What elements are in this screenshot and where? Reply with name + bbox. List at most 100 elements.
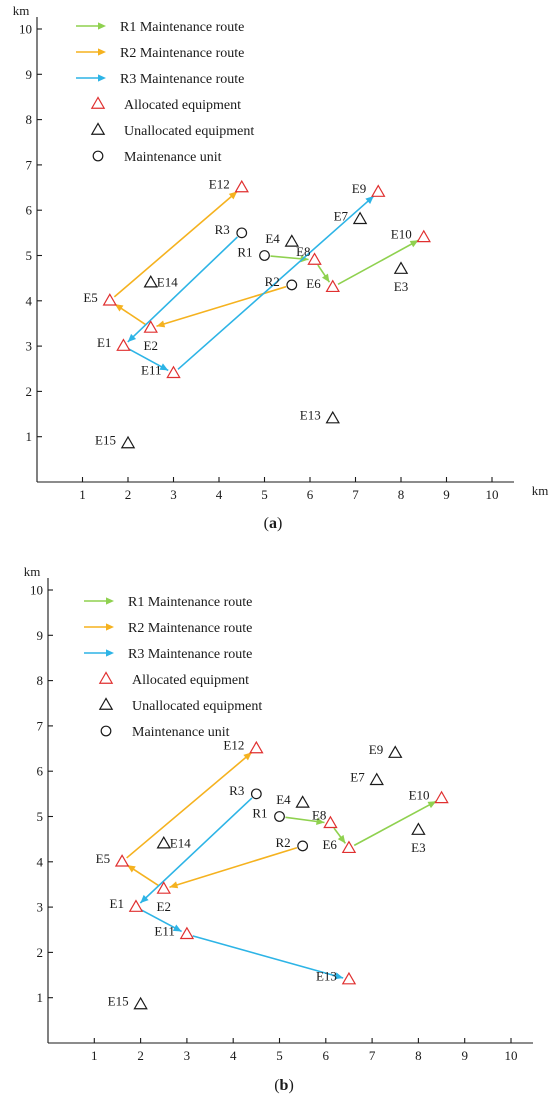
x-tick-label: 3 [184, 1048, 191, 1063]
equipment-label: E1 [110, 896, 124, 911]
maintenance-unit-marker [236, 227, 248, 239]
legend-arrowhead [98, 22, 106, 30]
legend-label: R1 Maintenance route [120, 20, 244, 35]
equipment-label: E9 [369, 742, 383, 757]
equipment-label: E10 [409, 787, 430, 802]
equipment-label: E15 [108, 993, 129, 1008]
allocated-equipment-marker [341, 840, 357, 854]
y-tick-label: 6 [26, 203, 33, 218]
route-arrowhead [172, 924, 182, 932]
allocated-equipment-marker [249, 740, 264, 754]
allocated-equipment-marker [114, 854, 130, 867]
y-tick-label: 9 [37, 628, 44, 643]
legend-triangle-icon [98, 671, 114, 684]
legend-label: Maintenance unit [132, 725, 230, 740]
legend-arrowhead [98, 48, 106, 56]
unallocated-equipment-marker [156, 835, 171, 849]
legend-triangle-icon [90, 122, 106, 135]
route-segment [139, 797, 253, 904]
x-tick-label: 5 [261, 487, 268, 502]
legend-arrowhead [106, 597, 114, 605]
equipment-label: E12 [223, 738, 244, 753]
legend-label: Unallocated equipment [124, 124, 254, 139]
legend-label: R1 Maintenance route [128, 595, 252, 610]
route-arrowhead [337, 834, 346, 844]
y-tick-label: 5 [37, 809, 44, 824]
equipment-label: E6 [322, 837, 337, 852]
legend-label: Allocated equipment [124, 98, 241, 113]
legend-label: Allocated equipment [132, 673, 249, 688]
y-tick-label: 10 [30, 583, 43, 598]
y-tick-label: 7 [26, 157, 33, 172]
y-tick-label: 1 [37, 990, 44, 1005]
route-arrowhead [409, 240, 419, 248]
x-tick-label: 1 [91, 1048, 98, 1063]
maintenance-unit-label: R3 [229, 783, 244, 798]
equipment-label: E11 [141, 362, 161, 377]
legend-label: Unallocated equipment [132, 699, 262, 714]
equipment-label: E2 [144, 338, 158, 353]
unallocated-equipment-marker [325, 410, 340, 424]
route-arrowhead [300, 255, 309, 263]
route-segment [177, 195, 375, 370]
y-tick-label: 2 [37, 945, 44, 960]
equipment-label: E5 [83, 290, 97, 305]
y-unit-label: km [13, 3, 30, 18]
allocated-equipment-marker [307, 252, 322, 265]
route-arrowhead [169, 881, 179, 889]
equipment-label: E11 [154, 923, 174, 938]
equipment-label: E10 [391, 226, 412, 241]
panel-caption: (b) [274, 1077, 294, 1094]
legend: R1 Maintenance route R2 Maintenance route… [84, 595, 262, 740]
unallocated-equipment-marker [369, 772, 384, 786]
route-arrowhead [243, 752, 252, 761]
unallocated-equipment-marker [143, 274, 158, 288]
unallocated-equipment-marker [133, 996, 148, 1010]
route-r3 [127, 195, 375, 372]
route-arrowhead [316, 817, 325, 826]
maintenance-unit-marker [250, 788, 262, 800]
allocated-equipment-marker [143, 320, 158, 333]
legend-label: R3 Maintenance route [120, 72, 244, 87]
panel-b: 1 2 3 4 5 6 7 8 9 10 1 2 3 4 5 6 7 8 9 10 km R1 R2 R3 E1 E2 E3 E4 E5… [24, 564, 533, 1094]
unallocated-equipment-marker [352, 211, 368, 225]
x-tick-label: 9 [461, 1048, 468, 1063]
allocated-equipment-marker [371, 184, 386, 197]
route-arrowhead [159, 363, 169, 371]
equipment-label: E14 [157, 275, 178, 290]
route-arrowhead [114, 304, 124, 312]
route-segment [127, 236, 238, 343]
y-tick-label: 5 [26, 248, 33, 263]
allocated-equipment-marker [102, 293, 118, 306]
route-segment [126, 751, 253, 859]
y-tick-label: 9 [26, 67, 33, 82]
allocated-equipment-marker [341, 971, 357, 985]
equipment-label: E8 [312, 807, 326, 822]
legend-label: R3 Maintenance route [128, 647, 252, 662]
maintenance-unit-marker [297, 840, 309, 852]
route-arrowhead [140, 894, 149, 903]
legend-arrowhead [106, 623, 114, 631]
x-tick-label: 6 [323, 1048, 330, 1063]
legend-label: R2 Maintenance route [128, 621, 252, 636]
allocated-equipment-marker [234, 179, 249, 193]
legend-label: Maintenance unit [124, 150, 222, 165]
unallocated-equipment-marker [284, 234, 300, 247]
equipment-label: E7 [334, 208, 349, 223]
y-tick-label: 2 [26, 384, 33, 399]
route-r2 [113, 190, 287, 328]
legend: R1 Maintenance route R2 Maintenance route… [76, 20, 254, 165]
x-tick-label: 5 [276, 1048, 283, 1063]
route-arrowhead [321, 273, 330, 283]
allocated-equipment-marker [416, 229, 431, 243]
route-segment [192, 935, 344, 979]
equipment-label: E6 [306, 276, 321, 291]
equipment-label: E2 [157, 899, 171, 914]
route-segment [353, 800, 437, 847]
route-arrowhead [334, 972, 344, 980]
x-tick-label: 1 [79, 487, 86, 502]
route-arrowhead [228, 191, 238, 200]
maintenance-unit-label: R1 [237, 245, 252, 260]
equipment-label: E13 [300, 408, 321, 423]
legend-circle-icon [92, 150, 104, 162]
